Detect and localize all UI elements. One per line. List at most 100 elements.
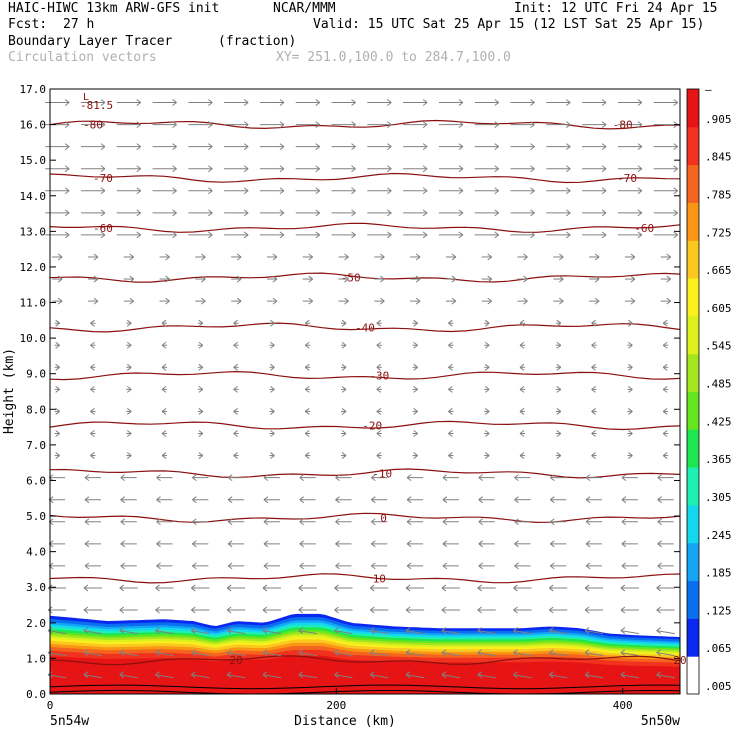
wind-vector-head (477, 627, 483, 631)
wind-vector (370, 630, 389, 635)
wind-vector-head (621, 518, 627, 523)
valid-time: Valid: 15 UTC Sat 25 Apr 15 (12 LST Sat … (313, 17, 705, 32)
wind-vector-head (226, 649, 232, 654)
wind-vector-head (299, 499, 305, 504)
wind-vector-head (448, 341, 453, 346)
wind-vector-head (57, 278, 63, 283)
contour-label: -40 (355, 321, 375, 334)
y-tick-label: 7.0 (26, 439, 46, 452)
wind-vector-head (120, 518, 126, 523)
wind-vector-head (55, 319, 60, 324)
wind-vector (298, 674, 317, 679)
wind-vector-head (227, 565, 233, 570)
wind-vector-head (558, 278, 564, 283)
wind-vector-head (172, 212, 177, 217)
wind-vector-head (299, 540, 305, 545)
wind-vector-head (270, 344, 275, 349)
wind-vector-head (548, 649, 554, 654)
wind-vector-head (484, 341, 490, 346)
wind-vector-head (422, 187, 428, 192)
wind-vector-head (591, 322, 596, 327)
wind-vector-head (100, 234, 106, 239)
wind-vector-head (519, 344, 525, 349)
wind-vector-head (126, 452, 132, 456)
wind-vector-head (487, 297, 493, 302)
wind-vector-head (387, 99, 392, 103)
wind-vector-head (585, 499, 591, 504)
wind-vector-head (601, 209, 607, 214)
wind-vector-head (628, 319, 633, 324)
wind-vector-head (64, 99, 70, 103)
wind-vector-head (565, 146, 571, 151)
wind-vector-head (478, 474, 484, 479)
wind-vector-head (83, 652, 89, 657)
wind-vector-head (155, 627, 160, 631)
wind-vector (227, 630, 246, 635)
wind-vector-head (279, 187, 285, 192)
wind-vector-head (380, 275, 385, 280)
wind-vector-head (64, 187, 70, 192)
wind-vector-head (172, 187, 177, 192)
wind-vector-head (334, 630, 339, 634)
wind-vector-head (637, 121, 643, 125)
wind-vector-head (93, 278, 99, 283)
wind-vector-head (514, 477, 519, 482)
wind-vector-head (64, 165, 70, 170)
wind-vector-head (334, 587, 339, 592)
wind-vector-head (119, 606, 125, 611)
wind-vector-head (84, 496, 90, 501)
wind-vector (334, 674, 353, 679)
wind-vector-head (628, 408, 633, 412)
wind-vector-head (584, 671, 590, 676)
wind-vector-head (93, 275, 99, 280)
wind-vector-head (530, 99, 535, 103)
wind-vector-head (370, 649, 375, 654)
wind-vector-head (156, 474, 161, 479)
wind-vector-head (477, 587, 483, 592)
wind-vector-head (155, 587, 160, 592)
wind-vector-head (226, 584, 232, 589)
wind-vector-head (270, 366, 275, 371)
wind-vector-head (448, 319, 453, 324)
wind-vector-head (208, 121, 213, 125)
wind-vector-head (628, 341, 633, 346)
wind-vector-head (198, 319, 204, 324)
contour-label: -60 (93, 222, 113, 235)
wind-vector-head (243, 165, 249, 170)
wind-vector-head (270, 319, 275, 324)
wind-vector (656, 630, 675, 635)
wind-vector-head (335, 474, 340, 479)
wind-vector-head (530, 102, 535, 106)
wind-vector-head (120, 521, 126, 526)
wind-vector-head (591, 363, 596, 368)
wind-vector-head (484, 322, 490, 327)
wind-vector-head (100, 99, 106, 103)
wind-vector-head (84, 562, 90, 567)
wind-vector-head (519, 341, 525, 346)
wind-vector-head (484, 452, 490, 456)
wind-vector-head (136, 187, 142, 192)
contour-label: -20 (362, 419, 382, 432)
wind-vector-head (201, 256, 206, 261)
wind-vector-head (208, 234, 213, 239)
contour-line (49, 119, 681, 130)
wind-vector-head (370, 627, 375, 631)
wind-vector-head (226, 606, 232, 611)
wind-vector-head (55, 452, 60, 456)
wind-vector-head (315, 124, 321, 128)
wind-vector-head (376, 411, 382, 415)
wind-vector-head (637, 165, 643, 170)
wind-vector-head (657, 540, 662, 545)
wind-vector-head (298, 584, 304, 589)
colorbar-label: .545 (705, 340, 732, 353)
colorbar-swatch (687, 89, 699, 128)
wind-vector-head (272, 278, 278, 283)
wind-vector-head (344, 253, 349, 258)
wind-vector-head (191, 674, 196, 679)
wind-vector-head (136, 124, 142, 128)
wind-vector-head (478, 496, 484, 501)
x-tick-label: 400 (613, 699, 633, 712)
wind-vector-head (90, 455, 95, 459)
wind-vector-head (279, 231, 285, 236)
wind-vector-head (191, 627, 196, 631)
